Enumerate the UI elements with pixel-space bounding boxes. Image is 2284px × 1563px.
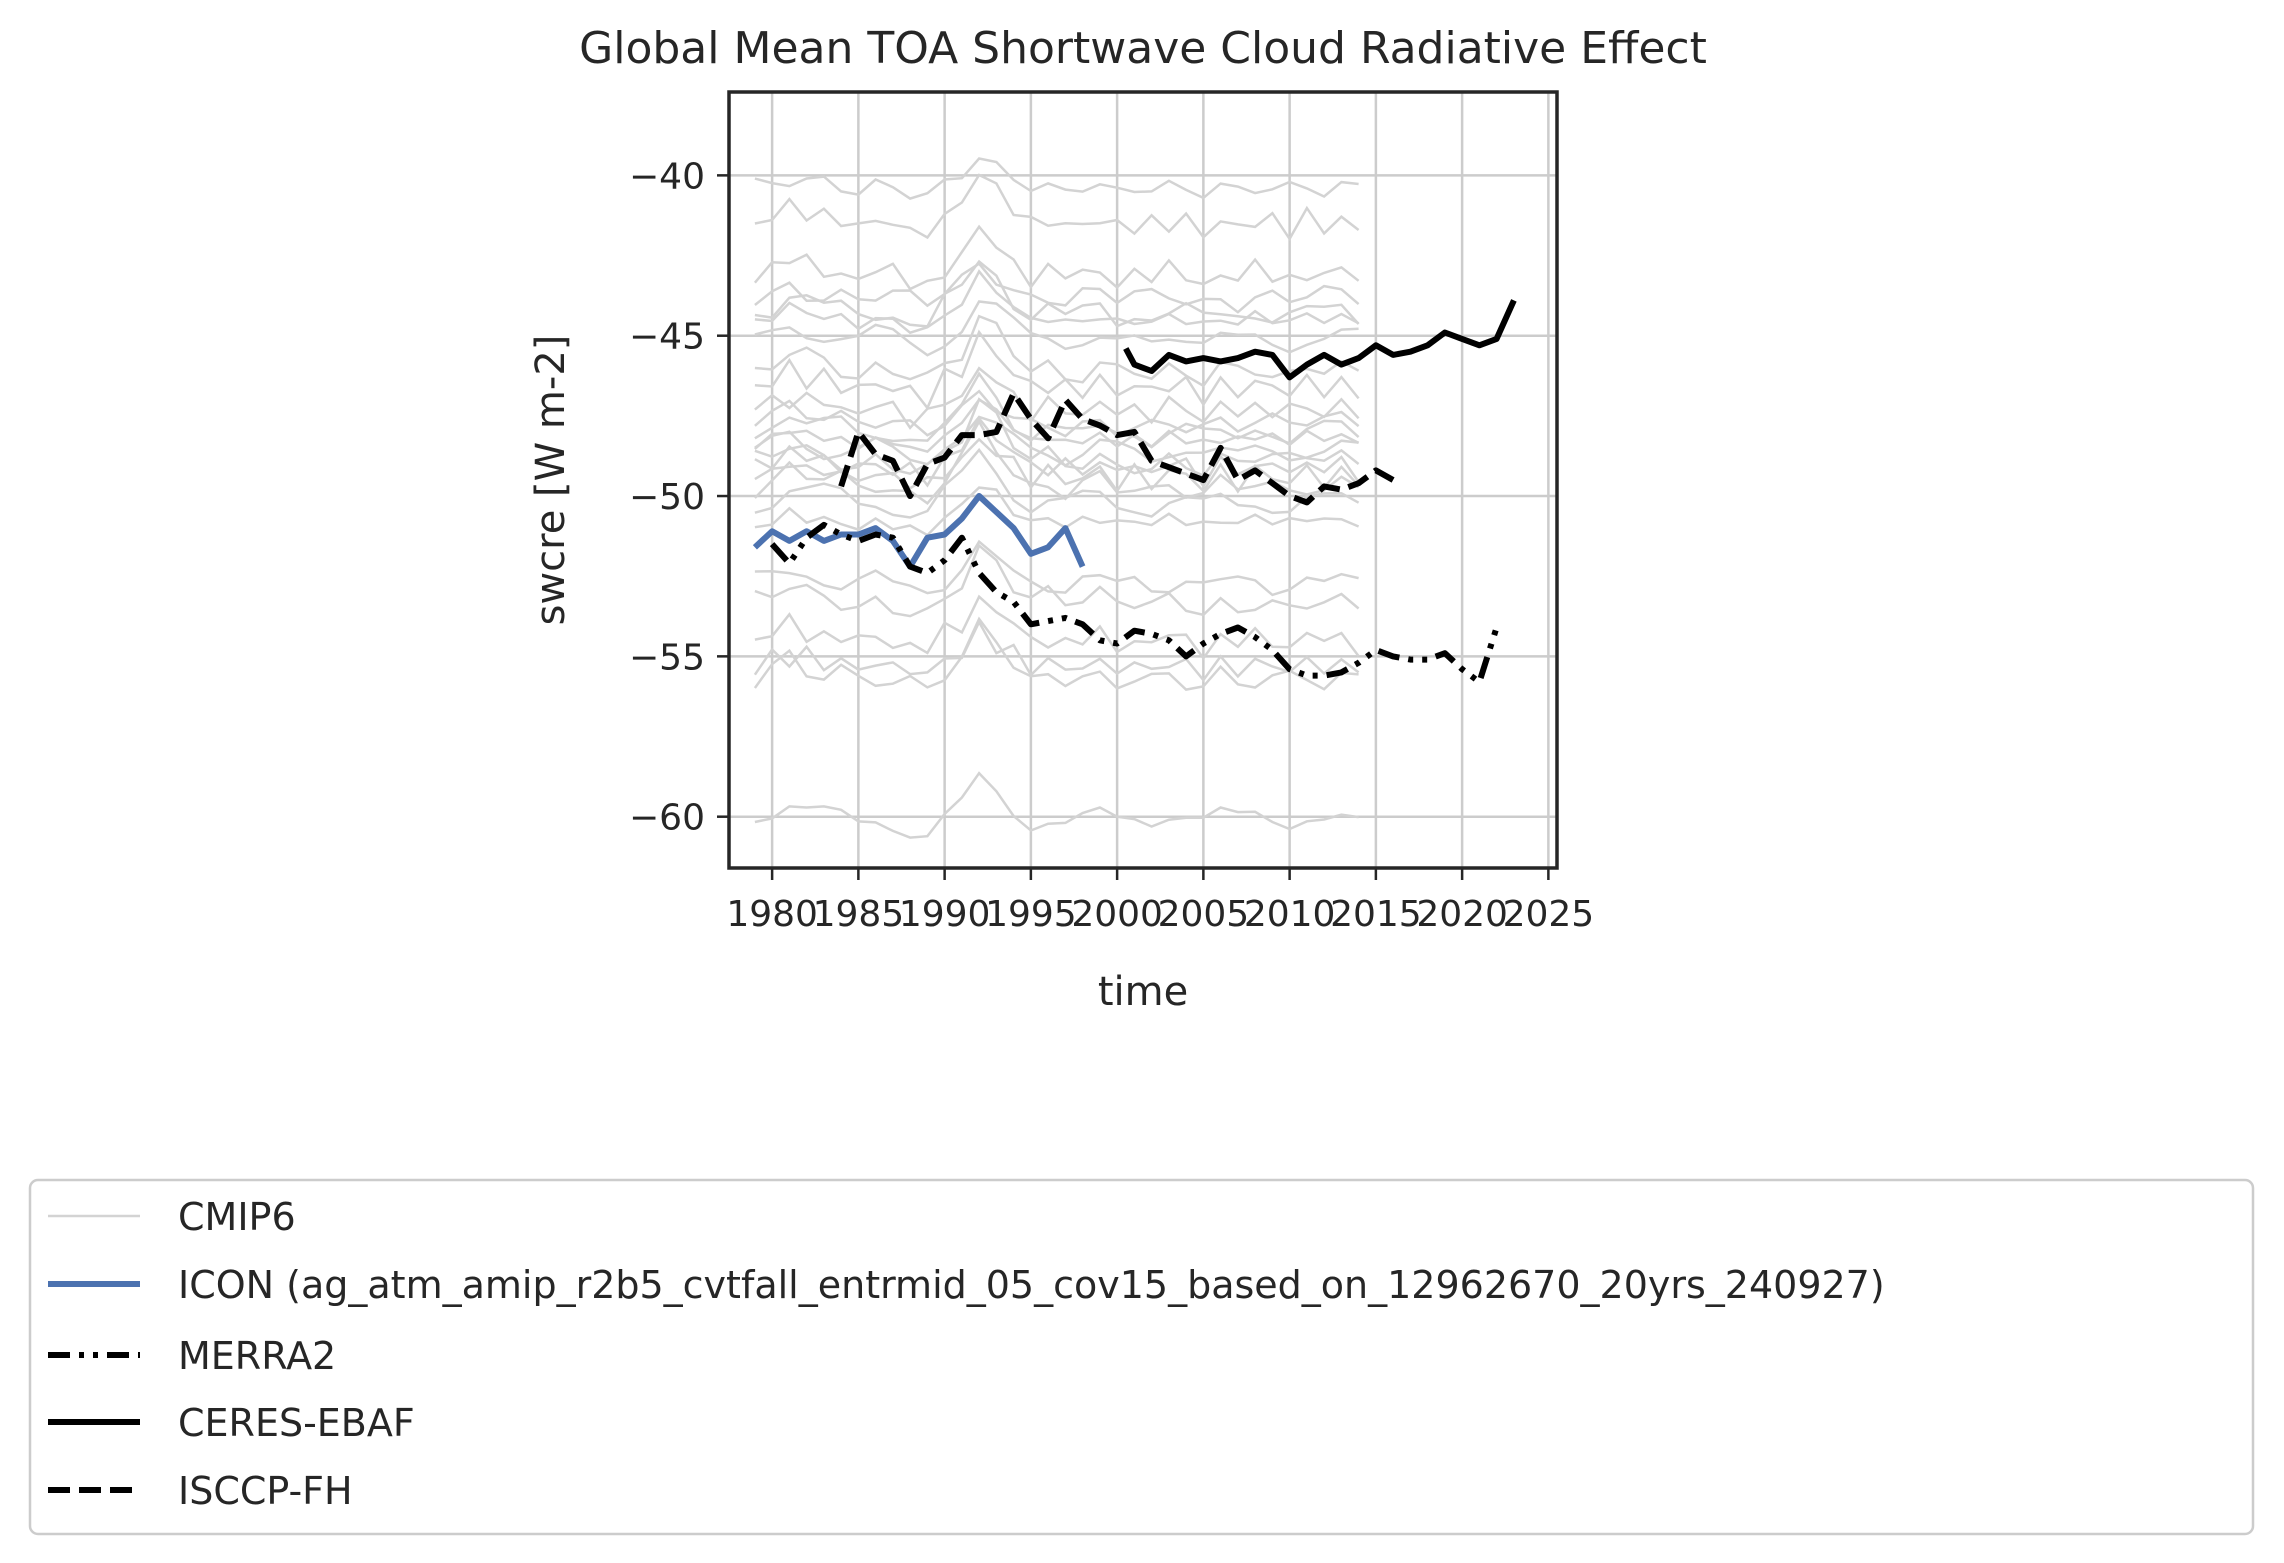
cmip6-member-line [754, 262, 1360, 314]
legend-label-isccp-fh: ISCCP-FH [178, 1469, 353, 1513]
cmip6-member-line [754, 419, 1360, 505]
cmip6-member-line [754, 416, 1360, 489]
y-tick-label: −40 [629, 156, 705, 197]
cmip6-member-line [754, 539, 1359, 597]
cmip6-member-line [753, 619, 1360, 683]
x-tick-label: 2015 [1330, 894, 1422, 935]
series-line-ceres-ebaf [1123, 299, 1517, 381]
cmip6-member-line [754, 447, 1360, 519]
cmip6-member-line [754, 366, 1360, 430]
x-axis-label: time [1098, 969, 1188, 1015]
x-tick-label: 2000 [1071, 894, 1163, 935]
cmip6-member-line [754, 300, 1359, 357]
x-tick-label: 2005 [1158, 894, 1250, 935]
legend: CMIP6 ICON (ag_atm_amip_r2b5_cvtfall_ent… [28, 1178, 2255, 1536]
cmip6-member-line [754, 594, 1360, 661]
legend-label-icon: ICON (ag_atm_amip_r2b5_cvtfall_entrmid_0… [178, 1263, 1885, 1307]
y-axis-ticks: −40 −45 −50 −55 −60 [629, 156, 729, 839]
x-tick-label: 1980 [726, 894, 818, 935]
cmip6-lines [753, 157, 1360, 839]
cmip6-member-line [754, 329, 1360, 411]
cmip6-member-line [754, 771, 1359, 839]
cmip6-member-line [753, 224, 1360, 291]
cmip6-member-line [754, 486, 1360, 537]
cmip6-member-line [754, 157, 1359, 200]
series-line-merra2 [769, 521, 1500, 685]
y-tick-label: −50 [629, 477, 705, 518]
y-axis-label: swcre [W m-2] [528, 335, 574, 626]
cmip6-member-line [754, 173, 1360, 242]
cmip6-member-line [754, 259, 1360, 328]
series-line-isccp-fh [838, 390, 1395, 506]
cmip6-member-line [753, 616, 1359, 691]
chart-title: Global Mean TOA Shortwave Cloud Radiativ… [579, 23, 1707, 74]
cmip6-member-line [754, 371, 1360, 449]
legend-label-cmip6: CMIP6 [178, 1195, 296, 1239]
x-tick-label: 1990 [899, 894, 991, 935]
cmip6-member-line [754, 269, 1360, 335]
cmip6-member-line [754, 397, 1360, 478]
x-tick-label: 2025 [1503, 894, 1595, 935]
cmip6-member-line [754, 543, 1360, 618]
x-tick-label: 1985 [813, 894, 905, 935]
legend-box [28, 1178, 2255, 1536]
cmip6-member-line [754, 314, 1360, 388]
legend-label-ceres-ebaf: CERES-EBAF [178, 1401, 415, 1445]
x-tick-label: 2020 [1416, 894, 1508, 935]
cmip6-member-line [754, 389, 1360, 438]
plot-frame [727, 90, 1559, 870]
cmip6-member-line [754, 437, 1360, 494]
series-lines [752, 299, 1517, 685]
y-tick-label: −60 [629, 798, 705, 839]
y-tick-label: −45 [629, 317, 705, 358]
x-tick-label: 2010 [1244, 894, 1336, 935]
y-tick-label: −55 [629, 637, 705, 678]
x-tick-label: 1995 [985, 894, 1077, 935]
legend-label-merra2: MERRA2 [178, 1334, 336, 1378]
